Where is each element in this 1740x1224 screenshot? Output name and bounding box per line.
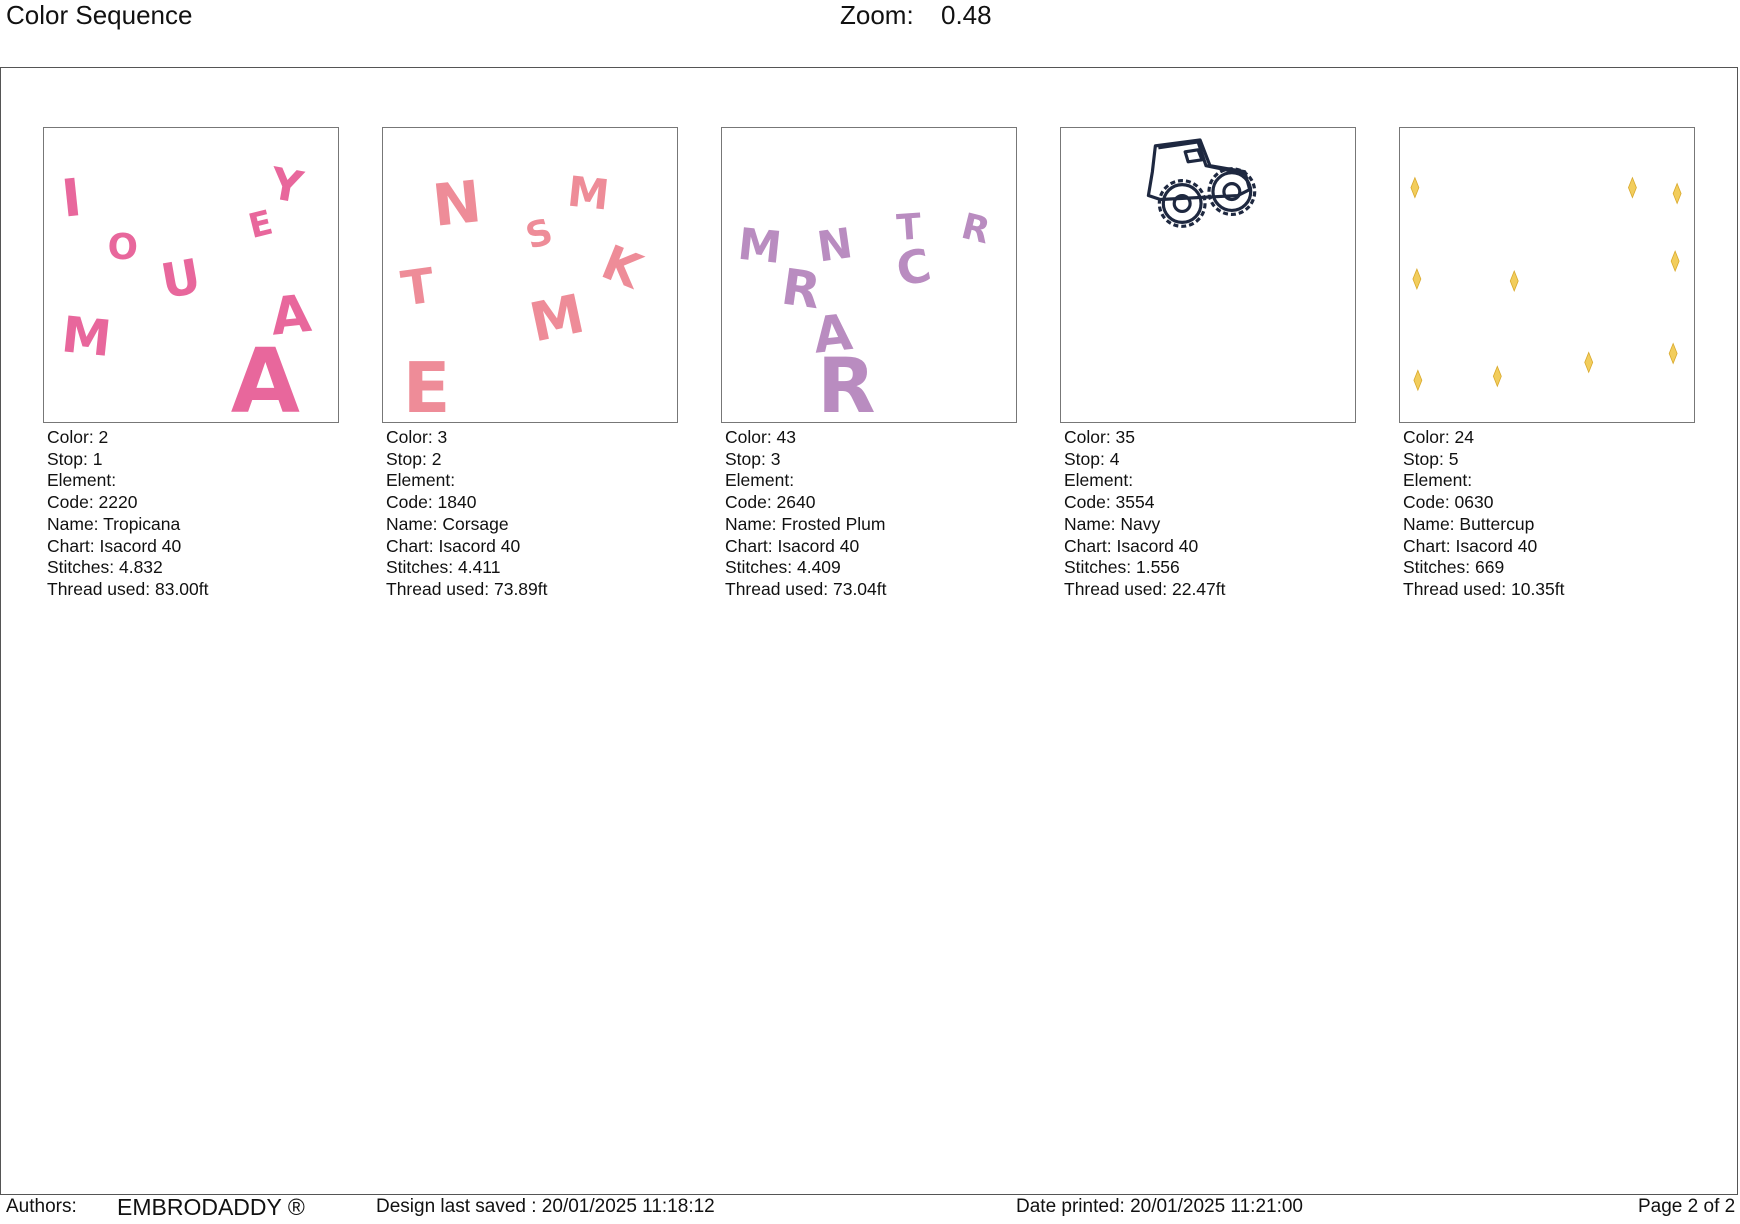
frosted-plum-letters-preview: M N T R C R A R <box>735 206 994 422</box>
thread-chart: Chart: Isacord 40 <box>725 535 860 556</box>
sparkle-icon <box>1509 269 1519 292</box>
sparkle-icon <box>1412 267 1422 290</box>
stop-number: Stop: 1 <box>47 448 103 469</box>
sparkle-icon <box>1672 182 1682 205</box>
sparkle-icon <box>1413 369 1423 392</box>
color-card-1: I O U M E Y A A Color: 2 Stop: 1 Element… <box>43 127 339 601</box>
authors-label: Authors: <box>6 1196 77 1217</box>
thread-used: Thread used: 73.89ft <box>386 578 548 599</box>
stitch-preview-2: N M S K T M E <box>382 127 678 423</box>
sparkle-icon <box>1492 365 1502 388</box>
author-brand: EMBRODADDY ® <box>117 1194 305 1220</box>
element-label: Element: <box>1064 470 1134 491</box>
stitch-count: Stitches: 4.832 <box>47 557 163 578</box>
color-card-5: Color: 24 Stop: 5 Element: Code: 0630 Na… <box>1399 127 1695 601</box>
preview-glyph: M <box>565 167 611 220</box>
thread-used: Thread used: 10.35ft <box>1403 578 1565 599</box>
color-card-4: Color: 35 Stop: 4 Element: Code: 3554 Na… <box>1060 127 1356 601</box>
stitch-count: Stitches: 1.556 <box>1064 557 1180 578</box>
color-number: Color: 2 <box>47 427 109 447</box>
design-last-saved: Design last saved : 20/01/2025 11:18:12 <box>376 1196 715 1217</box>
thread-code: Code: 3554 <box>1064 492 1155 513</box>
color-card-3: M N T R C R A R Color: 43 Stop: 3 Elemen… <box>721 127 1017 601</box>
sparkle-icons <box>1410 176 1682 392</box>
element-label: Element: <box>386 470 456 491</box>
monster-truck-icon <box>1146 138 1257 228</box>
preview-glyph: E <box>403 348 451 422</box>
thread-used: Thread used: 73.04ft <box>725 578 887 599</box>
sparkle-icon <box>1628 176 1637 199</box>
preview-glyph: A <box>231 330 300 422</box>
thread-name: Name: Navy <box>1064 513 1161 534</box>
zoom-value: 0.48 <box>941 0 992 30</box>
preview-glyph: A <box>268 284 314 348</box>
stitch-count: Stitches: 4.411 <box>386 557 501 578</box>
stitch-preview-4 <box>1060 127 1356 423</box>
thread-chart: Chart: Isacord 40 <box>1064 535 1199 556</box>
date-printed: Date printed: 20/01/2025 11:21:00 <box>1016 1196 1303 1217</box>
thread-used: Thread used: 22.47ft <box>1064 578 1226 599</box>
stitch-preview-3: M N T R C R A R <box>721 127 1017 423</box>
thread-name: Name: Corsage <box>386 513 509 534</box>
thread-code: Code: 2640 <box>725 492 816 513</box>
color-number: Color: 3 <box>386 427 448 447</box>
preview-glyph: A <box>811 303 856 365</box>
page-title: Color Sequence <box>6 0 193 30</box>
zoom-label: Zoom: <box>840 0 914 30</box>
tropicana-letters-preview: I O U M E Y A A <box>59 158 314 422</box>
preview-glyph: M <box>524 282 589 355</box>
preview-glyph: C <box>892 238 936 297</box>
preview-glyph: U <box>157 249 205 310</box>
preview-glyph: K <box>594 235 651 301</box>
preview-glyph: T <box>895 207 923 250</box>
sparkles-preview <box>1410 176 1682 392</box>
thread-chart: Chart: Isacord 40 <box>386 535 521 556</box>
stitch-preview-1: I O U M E Y A A <box>43 127 339 423</box>
stop-number: Stop: 4 <box>1064 448 1120 469</box>
thread-code: Code: 1840 <box>386 492 477 513</box>
sparkle-icon <box>1410 176 1420 199</box>
truck-outline-preview <box>1146 138 1257 228</box>
preview-glyph: R <box>957 206 994 252</box>
sparkle-icon <box>1584 351 1594 374</box>
thread-name: Name: Tropicana <box>47 513 181 534</box>
thread-name: Name: Frosted Plum <box>725 513 886 534</box>
stitch-count: Stitches: 4.409 <box>725 557 841 578</box>
color-number: Color: 43 <box>725 427 797 447</box>
preview-glyph: R <box>778 258 824 321</box>
preview-glyph: R <box>817 342 875 422</box>
preview-glyph: S <box>521 211 557 258</box>
preview-glyph: M <box>59 305 114 368</box>
page-frame <box>0 67 1738 1195</box>
element-label: Element: <box>47 470 117 491</box>
stop-number: Stop: 3 <box>725 448 781 469</box>
thread-used: Thread used: 83.00ft <box>47 578 209 599</box>
preview-glyph: N <box>429 168 484 240</box>
thread-code: Code: 2220 <box>47 492 138 513</box>
preview-glyph: M <box>735 219 784 274</box>
stop-number: Stop: 2 <box>386 448 442 469</box>
color-number: Color: 24 <box>1403 427 1475 447</box>
thread-name: Name: Buttercup <box>1403 513 1535 534</box>
preview-glyph: N <box>814 218 855 271</box>
preview-glyph: Y <box>265 158 307 214</box>
thread-chart: Chart: Isacord 40 <box>47 535 182 556</box>
color-number: Color: 35 <box>1064 427 1136 447</box>
corsage-letters-preview: N M S K T M E <box>398 167 651 422</box>
element-label: Element: <box>725 470 795 491</box>
stitch-preview-5 <box>1399 127 1695 423</box>
sparkle-icon <box>1670 250 1680 273</box>
stop-number: Stop: 5 <box>1403 448 1459 469</box>
stitch-count: Stitches: 669 <box>1403 557 1505 578</box>
color-card-2: N M S K T M E Color: 3 Stop: 2 Element: … <box>382 127 678 601</box>
page-number: Page 2 of 2 <box>1638 1196 1736 1217</box>
preview-glyph: O <box>108 227 138 268</box>
preview-glyph: T <box>398 258 438 317</box>
sparkle-icon <box>1668 342 1678 365</box>
preview-glyph: I <box>59 168 84 230</box>
thread-code: Code: 0630 <box>1403 492 1494 513</box>
thread-chart: Chart: Isacord 40 <box>1403 535 1538 556</box>
element-label: Element: <box>1403 470 1473 491</box>
